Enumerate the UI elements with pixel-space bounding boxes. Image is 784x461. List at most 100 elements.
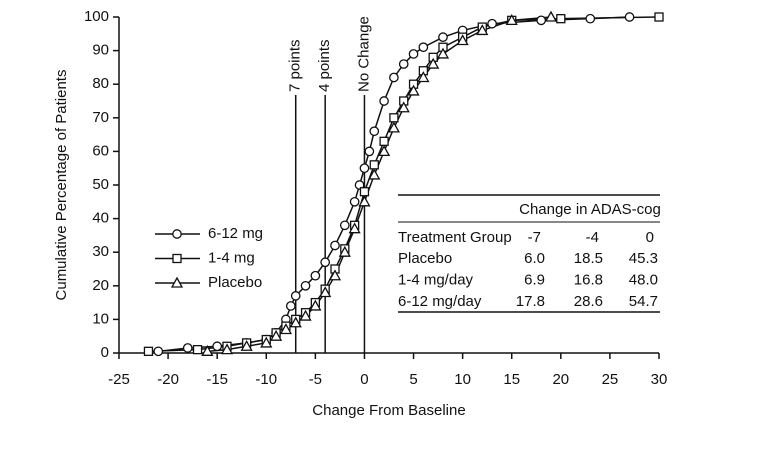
- marker: [330, 240, 340, 251]
- marker: [456, 34, 469, 46]
- marker: [240, 339, 253, 351]
- marker: [182, 343, 193, 353]
- marker: [585, 13, 596, 24]
- marker: [368, 168, 381, 180]
- marker: [300, 280, 311, 291]
- y-tick-label: 80: [92, 75, 109, 92]
- legend-marker: [172, 229, 182, 239]
- marker: [359, 163, 370, 174]
- reference-label: 4 points: [316, 39, 333, 92]
- marker: [285, 301, 296, 311]
- x-tick-label: 0: [360, 371, 368, 388]
- marker: [438, 32, 448, 43]
- y-tick-label: 50: [92, 176, 109, 193]
- marker: [349, 196, 360, 207]
- marker: [544, 10, 558, 22]
- marker: [407, 84, 420, 96]
- marker: [505, 14, 518, 26]
- reference-label: 7 points: [287, 39, 304, 92]
- marker: [289, 316, 302, 328]
- x-tick-label: 20: [552, 371, 569, 388]
- marker: [309, 299, 322, 311]
- x-tick-label: -20: [157, 371, 179, 388]
- marker: [389, 113, 399, 123]
- table-cell: 48.0: [629, 271, 658, 288]
- x-tick-label: -5: [309, 371, 322, 388]
- marker: [377, 145, 391, 157]
- table-cell: 1-4 mg/day: [398, 271, 474, 288]
- legend-label: 1-4 mg: [208, 249, 255, 266]
- marker: [654, 12, 664, 22]
- marker: [299, 309, 312, 321]
- y-tick-label: 100: [84, 8, 109, 25]
- marker: [153, 346, 164, 357]
- table-header: 0: [646, 229, 654, 246]
- table-cell: 45.3: [629, 250, 658, 267]
- x-tick-label: -15: [206, 371, 228, 388]
- marker: [358, 195, 371, 207]
- marker: [212, 341, 223, 352]
- marker: [338, 245, 351, 257]
- legend-marker: [170, 276, 184, 288]
- marker: [220, 343, 234, 355]
- series-line: [148, 16, 660, 353]
- marker: [427, 57, 440, 69]
- x-tick-label: -10: [255, 371, 277, 388]
- x-tick-label: 15: [503, 371, 520, 388]
- marker: [348, 222, 361, 234]
- table-cell: Placebo: [398, 250, 452, 267]
- marker: [624, 12, 635, 22]
- marker: [143, 346, 154, 356]
- marker: [364, 146, 375, 157]
- marker: [379, 136, 389, 146]
- y-tick-label: 40: [92, 210, 109, 227]
- marker: [476, 24, 489, 36]
- table-cell: 17.8: [516, 293, 545, 310]
- x-tick-label: -25: [108, 371, 130, 388]
- marker: [418, 42, 429, 53]
- marker: [369, 126, 380, 137]
- marker: [389, 72, 399, 83]
- y-tick-label: 90: [92, 42, 109, 59]
- table-header: -7: [528, 229, 541, 246]
- y-tick-label: 60: [92, 142, 109, 159]
- x-axis-label: Change From Baseline: [312, 402, 465, 419]
- marker: [556, 14, 566, 24]
- marker: [379, 96, 389, 106]
- table-cell: 28.6: [574, 293, 603, 310]
- marker: [319, 286, 332, 298]
- table-cell: 6-12 mg/day: [398, 293, 482, 310]
- marker: [269, 329, 283, 341]
- legend-label: 6-12 mg: [208, 225, 263, 242]
- table-header: Treatment Group: [398, 229, 512, 246]
- marker: [408, 49, 419, 59]
- marker: [339, 220, 350, 231]
- reference-label: No Change: [355, 16, 372, 92]
- table-cell: 6.0: [524, 250, 545, 267]
- table-cell: 16.8: [574, 271, 603, 288]
- marker: [536, 15, 547, 26]
- marker: [397, 101, 410, 113]
- marker: [436, 47, 450, 59]
- table-title: Change in ADAS-cog: [519, 201, 661, 218]
- marker: [387, 121, 401, 133]
- legend-marker: [172, 253, 182, 264]
- marker: [398, 59, 409, 69]
- marker: [279, 323, 293, 335]
- table-header: -4: [586, 229, 599, 246]
- marker: [290, 291, 301, 301]
- y-axis-label: Cumulative Percentage of Patients: [53, 70, 70, 301]
- y-tick-label: 0: [101, 344, 109, 361]
- marker: [320, 257, 331, 268]
- marker: [260, 336, 273, 348]
- table-cell: 6.9: [524, 271, 545, 288]
- x-tick-label: 10: [454, 371, 471, 388]
- marker: [310, 270, 321, 281]
- x-tick-label: 25: [602, 371, 619, 388]
- series-line: [207, 16, 552, 353]
- marker: [192, 344, 203, 355]
- marker: [417, 71, 430, 83]
- marker: [328, 269, 342, 281]
- y-tick-label: 30: [92, 243, 109, 260]
- x-tick-label: 5: [409, 371, 417, 388]
